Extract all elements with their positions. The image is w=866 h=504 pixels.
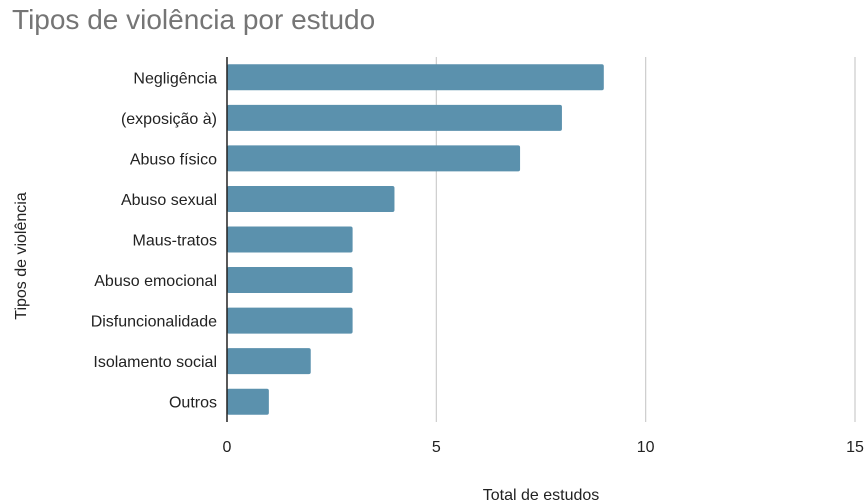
category-label: Abuso emocional [94, 273, 217, 290]
category-label: Negligência [133, 70, 217, 87]
bars [227, 64, 604, 415]
bar [227, 388, 269, 415]
bar [227, 145, 521, 172]
category-label: Abuso físico [130, 151, 217, 168]
x-tick-label: 0 [223, 439, 232, 456]
y-axis-title: Tipos de violência [13, 192, 30, 320]
bar [227, 267, 353, 294]
chart-title: Tipos de violência por estudo [12, 4, 376, 35]
bar [227, 226, 353, 253]
bar [227, 348, 311, 375]
bar [227, 64, 604, 91]
category-label: Abuso sexual [121, 192, 217, 209]
category-label: Isolamento social [93, 354, 217, 371]
x-tick-labels: 0 5 10 15 [223, 439, 864, 456]
bar [227, 185, 395, 212]
x-tick-label: 10 [637, 439, 655, 456]
bar [227, 307, 353, 334]
x-axis-title: Total de estudos [483, 487, 600, 504]
category-label: Maus-tratos [133, 233, 217, 250]
category-label: (exposição à) [121, 111, 217, 128]
x-tick-label: 5 [432, 439, 441, 456]
category-label: Disfuncionalidade [91, 314, 217, 331]
x-tick-label: 15 [846, 439, 864, 456]
bar [227, 104, 562, 131]
category-label: Outros [169, 395, 217, 412]
category-labels: Negligência (exposição à) Abuso físico Abus… [91, 70, 217, 411]
